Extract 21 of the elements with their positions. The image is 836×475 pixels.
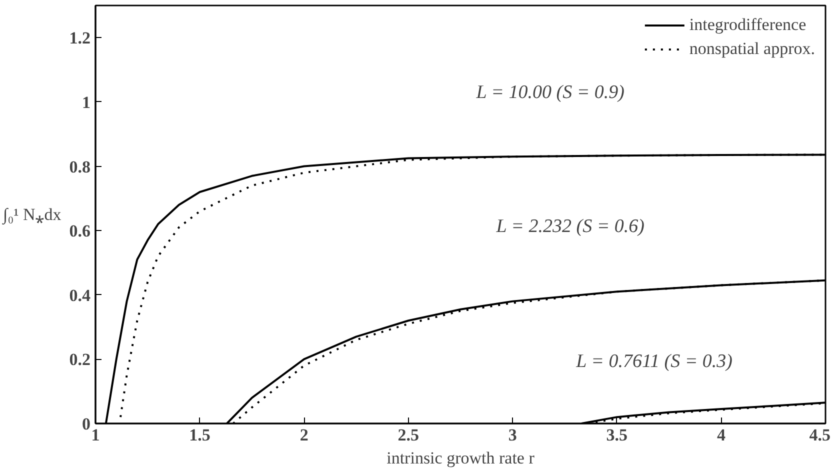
annotation: L = 0.7611 (S = 0.3) xyxy=(575,351,733,372)
legend-label: integrodifference xyxy=(689,15,806,35)
x-tick-label: 3.5 xyxy=(606,426,628,444)
x-tick-label: 2 xyxy=(300,426,308,444)
y-tick-label: 0.8 xyxy=(69,157,90,176)
legend-label: nonspatial approx. xyxy=(689,39,815,59)
y-tick-label: 0.4 xyxy=(69,286,91,305)
y-tick-label: 1.2 xyxy=(69,28,90,48)
annotation: L = 2.232 (S = 0.6) xyxy=(495,216,644,237)
y-tick-label: 0.2 xyxy=(69,350,90,370)
y-tick-label: 0.6 xyxy=(69,222,90,241)
y-tick-label: 1 xyxy=(82,92,90,112)
x-tick-label: 2.5 xyxy=(398,426,419,444)
annotation: L = 10.00 (S = 0.9) xyxy=(475,82,624,103)
x-tick-label: 4.5 xyxy=(809,426,830,444)
y-axis-title: ∫₀¹ N⁎dx xyxy=(2,205,62,225)
x-tick-label: 4 xyxy=(716,426,726,444)
x-tick-label: 1.5 xyxy=(189,426,210,444)
y-tick-label: 0 xyxy=(82,414,90,434)
x-tick-label: 3 xyxy=(508,426,517,444)
x-axis-title: intrinsic growth rate r xyxy=(386,448,535,468)
